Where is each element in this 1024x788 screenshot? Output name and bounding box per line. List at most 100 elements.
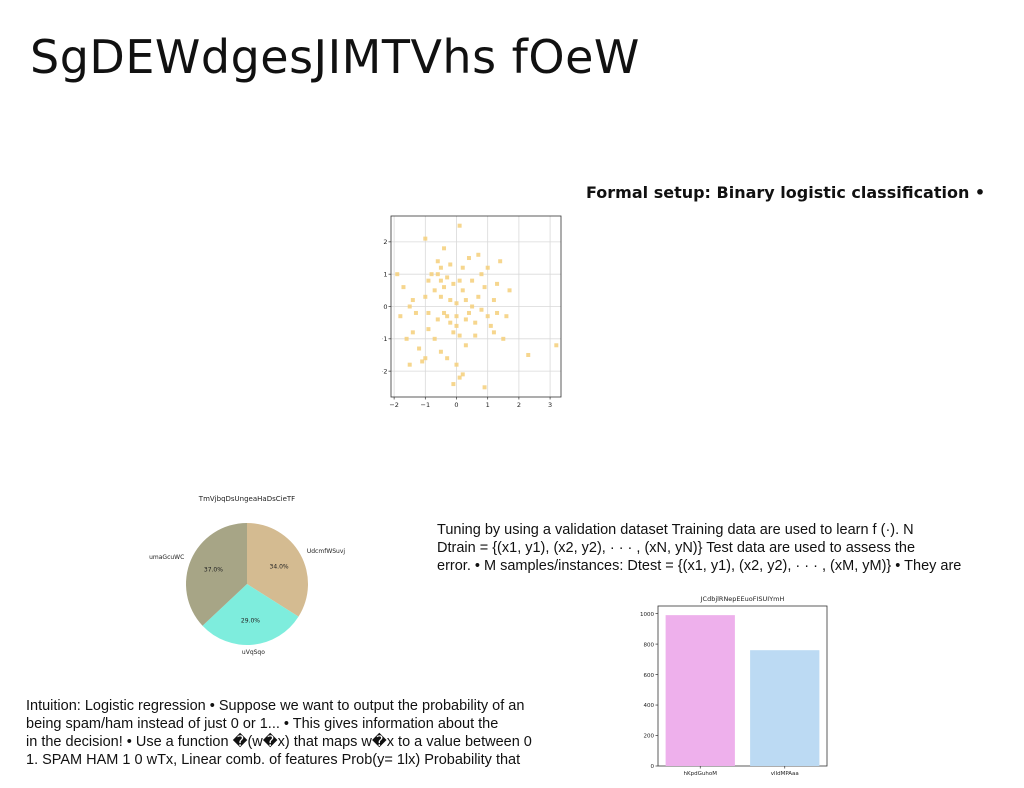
tuning-paragraph: Tuning by using a validation dataset Tra…	[437, 521, 1022, 575]
scatter-point	[442, 310, 447, 315]
scatter-ytick-label: 1	[383, 270, 387, 278]
scatter-point	[454, 301, 459, 306]
scatter-point	[495, 310, 500, 315]
pie-slice	[247, 523, 308, 617]
pie-slice-label: umaGcuWC	[149, 554, 184, 561]
scatter-point	[485, 314, 490, 319]
scatter-point	[435, 317, 440, 322]
pie-pct-label: 34.0%	[270, 563, 289, 570]
scatter-point	[438, 278, 443, 283]
scatter-point	[454, 323, 459, 328]
scatter-point	[423, 236, 428, 241]
scatter-point	[442, 246, 447, 251]
pie-slice	[186, 523, 247, 626]
scatter-point	[398, 314, 403, 319]
bar-frame	[657, 605, 828, 767]
scatter-point	[442, 285, 447, 290]
tuning-line: Dtrain = {(x1, y1), (x2, y2), · · · , (x…	[437, 540, 916, 556]
scatter-point	[432, 336, 437, 341]
bar-ytick-label: 600	[644, 673, 655, 679]
pie-pct-label: 37.0%	[204, 566, 223, 573]
scatter-point	[554, 343, 559, 348]
bar-chart: JCdbjlRNepEEuoFISUIYmH 0 200 400 600 800 1000 h…	[640, 595, 828, 777]
scatter-point	[463, 317, 468, 322]
scatter-point	[448, 298, 453, 303]
scatter-ytick-label: 2	[383, 238, 387, 246]
intuition-line: Intuition: Logistic regression • Suppose…	[26, 698, 525, 714]
pie-pct-label: 29.0%	[241, 617, 260, 624]
scatter-ytick-label: −1	[382, 335, 388, 343]
scatter-xtick-label: 1	[486, 401, 490, 409]
scatter-point	[476, 294, 481, 299]
scatter-xtick-label: 3	[548, 401, 552, 409]
scatter-point	[491, 298, 496, 303]
scatter-point	[466, 310, 471, 315]
tuning-line: Tuning by using a validation dataset Tra…	[437, 522, 914, 538]
scatter-point	[485, 265, 490, 270]
scatter-point	[473, 333, 478, 338]
scatter-point	[498, 259, 503, 264]
scatter-point	[438, 294, 443, 299]
tuning-line: error. • M samples/instances: Dtest = {(…	[437, 558, 962, 574]
scatter-point	[501, 336, 506, 341]
scatter-ytick-label: −2	[382, 367, 388, 375]
scatter-point	[504, 314, 509, 319]
scatter-point	[507, 288, 512, 293]
scatter-point	[438, 349, 443, 354]
bar-category-label: hKpdGuhoM	[684, 771, 718, 777]
pie-slice-label: uVqSqo	[242, 649, 265, 656]
scatter-point	[426, 278, 431, 283]
scatter-point	[470, 278, 475, 283]
scatter-point	[445, 356, 450, 361]
scatter-ytick-label: 0	[383, 303, 387, 311]
scatter-point	[463, 343, 468, 348]
intuition-line: 1. SPAM HAM 1 0 wTx, Linear comb. of fea…	[26, 752, 521, 768]
scatter-point	[445, 275, 450, 280]
bar-category-label: vlIdMPAaa	[771, 771, 799, 777]
scatter-point	[438, 265, 443, 270]
scatter-point	[435, 272, 440, 277]
pie-slice-label: UdcmfWSuvj	[307, 548, 346, 555]
scatter-point	[410, 298, 415, 303]
scatter-point	[495, 281, 500, 286]
scatter-point	[448, 320, 453, 325]
scatter-point	[445, 314, 450, 319]
scatter-point	[413, 310, 418, 315]
scatter-point	[473, 320, 478, 325]
scatter-point	[454, 314, 459, 319]
scatter-point	[460, 265, 465, 270]
intuition-paragraph: Intuition: Logistic regression • Suppose…	[26, 697, 606, 769]
bar-ytick-label: 0	[651, 764, 655, 770]
scatter-point	[404, 336, 409, 341]
scatter-point	[407, 362, 412, 367]
bar-title: JCdbjlRNepEEuoFISUIYmH	[700, 595, 785, 603]
bar-ytick-label: 200	[644, 734, 655, 740]
pie-chart: TmVjbqDsUngeaHaDsCieTF 34.0% UdcmfWSuvj 29.…	[149, 495, 346, 656]
scatter-point	[457, 333, 462, 338]
scatter-point	[407, 304, 412, 309]
scatter-point	[429, 272, 434, 277]
scatter-point	[451, 330, 456, 335]
pie-title: TmVjbqDsUngeaHaDsCieTF	[198, 495, 295, 503]
scatter-point	[420, 359, 425, 364]
scatter-point	[466, 256, 471, 261]
scatter-point	[479, 307, 484, 312]
scatter-point	[426, 327, 431, 332]
scatter-point	[457, 375, 462, 380]
scatter-point	[476, 252, 481, 257]
scatter-point	[491, 330, 496, 335]
scatter-xtick-label: 2	[517, 401, 521, 409]
scatter-point	[451, 281, 456, 286]
scatter-point	[482, 385, 487, 390]
scatter-point	[526, 352, 531, 357]
slide-title: SgDEWdgesJIMTVhs fOeW	[30, 30, 640, 84]
scatter-xtick-label: −1	[421, 401, 431, 409]
scatter-point	[448, 262, 453, 267]
scatter-xtick-label: 0	[454, 401, 458, 409]
bar-ytick-label: 800	[644, 642, 655, 648]
scatter-point	[435, 259, 440, 264]
scatter-point	[395, 272, 400, 277]
scatter-point	[470, 304, 475, 309]
scatter-point	[488, 323, 493, 328]
scatter-point	[401, 285, 406, 290]
